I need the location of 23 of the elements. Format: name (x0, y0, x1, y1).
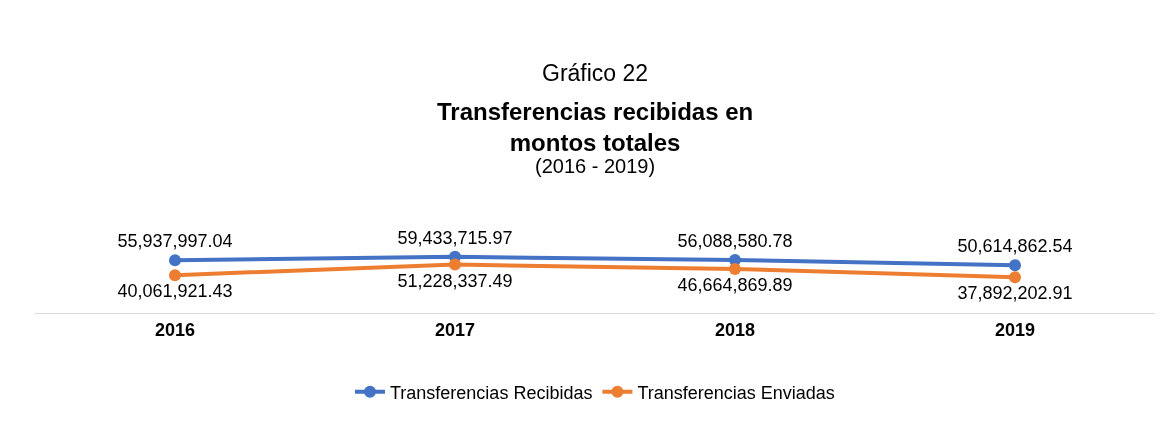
data-label: 40,061,921.43 (117, 281, 233, 302)
chart-subtitle: (2016 - 2019) (535, 155, 656, 177)
data-label: 37,892,202.91 (957, 283, 1073, 304)
x-tick-label: 2018 (714, 319, 756, 340)
data-label: 55,937,997.04 (117, 231, 233, 252)
point (449, 258, 461, 271)
data-label: 50,614,862.54 (957, 236, 1073, 257)
data-label: 46,664,869.89 (677, 274, 793, 295)
legend-label: Transferencias Recibidas (390, 382, 593, 403)
text: Gráfico 22 (542, 60, 649, 86)
data-label: 59,433,715.97 (397, 227, 513, 248)
legend-label: Transferencias Enviadas (637, 382, 835, 403)
point (169, 254, 181, 267)
point (1009, 259, 1021, 272)
x-tick-label: 2017 (434, 319, 476, 340)
x-tick-label: 2016 (154, 319, 196, 340)
data-label: 56,088,580.78 (677, 231, 793, 252)
data-label: 51,228,337.49 (397, 270, 513, 291)
point (729, 262, 741, 275)
point (169, 269, 181, 282)
chart-title: Transferencias recibidas en montos totales (437, 98, 754, 157)
x-tick-label: 2019 (994, 319, 1036, 340)
point (1009, 271, 1021, 284)
